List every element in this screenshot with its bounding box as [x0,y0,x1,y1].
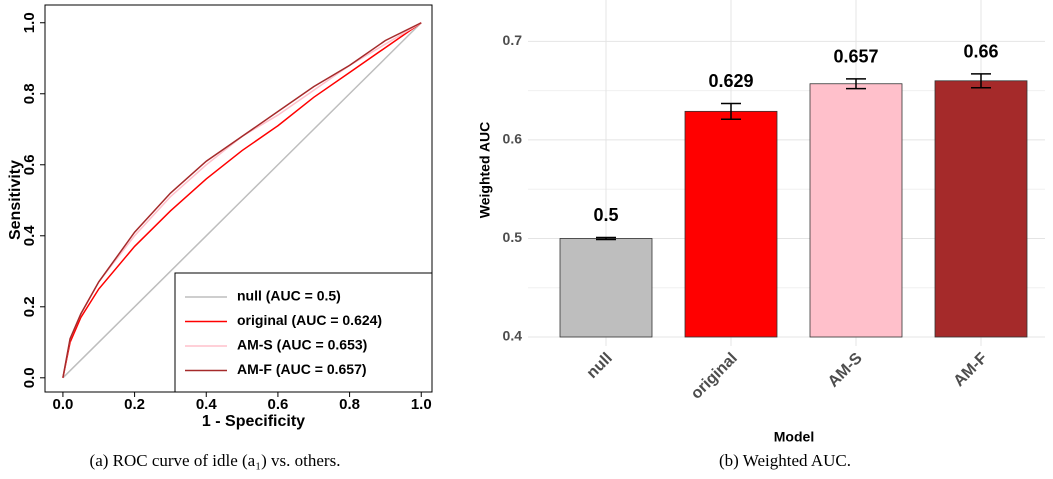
x-tick-label: original [688,350,741,403]
y-tick-label: 1.0 [21,12,38,33]
error-bar [721,102,741,120]
roc-line [62,22,422,379]
value-label: 0.66 [963,42,998,62]
error-bar [971,73,991,89]
y-axis-label: Sensitivity [7,160,24,240]
legend-box [174,272,433,393]
y-tick-label: 0.5 [503,229,523,245]
y-tick-label: 0.4 [21,225,38,247]
error-bar [596,236,616,241]
x-tick-label: 0.2 [124,396,145,413]
bar [809,83,903,338]
bar [684,110,778,338]
legend-label: AM-F (AUC = 0.657) [237,361,367,377]
y-tick-label: 0.6 [21,154,38,175]
x-tick-label: 0.0 [52,396,73,413]
y-tick-label: 0.0 [21,367,38,388]
caption: (b) Weighted AUC. [719,451,851,470]
roc-line [62,22,422,378]
legend-label: original (AUC = 0.624) [237,312,382,328]
y-axis-label: Weighted AUC [477,122,493,218]
x-tick-label: 0.8 [339,396,360,413]
x-tick-label: 1.0 [411,396,432,413]
y-tick-label: 0.4 [503,328,523,344]
x-axis-label: Model [774,429,814,445]
y-tick-label: 0.6 [503,131,523,147]
x-tick-label: AM-F [951,350,991,390]
legend-label: AM-S (AUC = 0.653) [237,337,367,353]
roc-line [62,22,422,378]
bar [559,238,653,338]
caption: (a) ROC curve of idle (a₁) vs. others. [90,451,341,470]
y-tick-label: 0.2 [21,296,38,317]
x-tick-label: 0.6 [267,396,288,413]
x-axis-label: 1 - Specificity [202,413,305,430]
value-label: 0.657 [833,47,878,67]
x-tick-label: AM-S [825,350,866,391]
value-label: 0.629 [708,71,753,91]
y-tick-label: 0.7 [503,32,523,48]
value-label: 0.5 [593,205,618,225]
x-tick-label: null [584,350,616,382]
error-bar [846,78,866,90]
y-tick-label: 0.8 [21,83,38,104]
legend-label: null (AUC = 0.5) [237,288,341,304]
x-tick-label: 0.4 [196,396,218,413]
bar [934,80,1028,338]
